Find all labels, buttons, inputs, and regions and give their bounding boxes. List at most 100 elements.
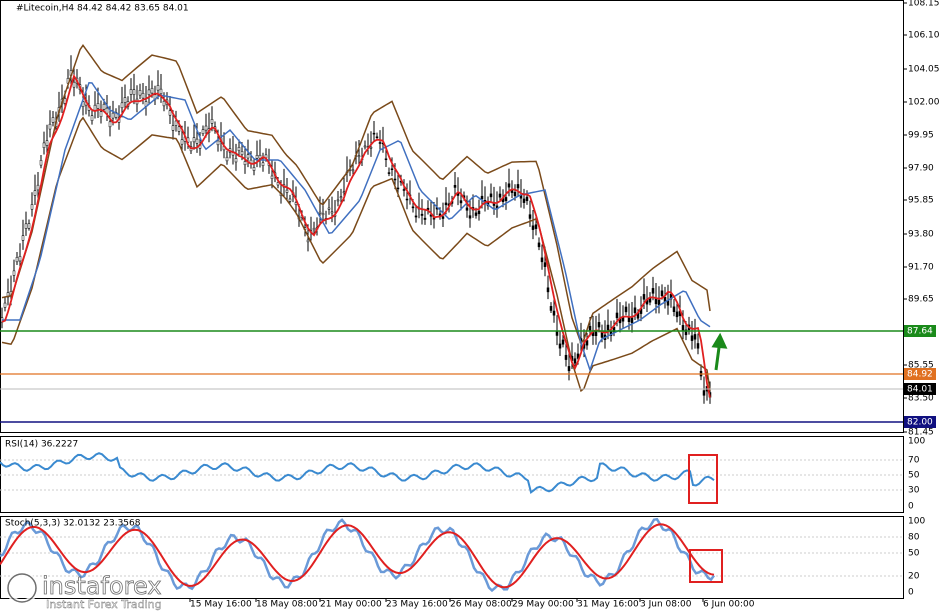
candle <box>99 111 103 118</box>
candle <box>336 199 340 202</box>
candle <box>18 256 22 262</box>
candle <box>588 325 592 332</box>
level-label: 82.00 <box>907 418 933 428</box>
candle <box>12 270 16 276</box>
candle <box>690 335 694 341</box>
candle <box>672 306 676 312</box>
candle <box>420 213 424 216</box>
candle <box>615 312 619 319</box>
time-label: 26 May 08:00 <box>450 600 512 610</box>
logo <box>7 573 37 603</box>
price-label: 91.70 <box>908 263 934 273</box>
candle <box>630 317 634 324</box>
candle <box>657 299 661 306</box>
candle <box>498 193 502 198</box>
candle <box>696 343 700 349</box>
candle <box>330 211 334 214</box>
rsi-label: 30 <box>908 486 920 496</box>
stoch-label: 80 <box>908 533 920 543</box>
candle <box>474 212 478 216</box>
time-label: 15 May 16:00 <box>190 600 252 610</box>
candle <box>507 183 511 188</box>
candle <box>564 354 568 360</box>
candle <box>90 115 94 121</box>
candle <box>39 160 43 166</box>
price-label: 95.85 <box>908 196 934 206</box>
candle <box>660 290 664 297</box>
candle <box>327 207 331 210</box>
candle <box>339 196 343 199</box>
time-label: 31 May 16:00 <box>577 600 639 610</box>
candle <box>480 195 484 200</box>
stoch-signal <box>0 523 715 589</box>
level-box <box>904 325 936 337</box>
candle <box>270 175 274 179</box>
candle <box>504 197 508 202</box>
candle <box>174 120 178 126</box>
candle <box>459 200 463 204</box>
candle <box>393 178 397 181</box>
time-label: 6 Jun 00:00 <box>703 600 755 610</box>
candle <box>243 161 247 166</box>
candle <box>312 227 316 231</box>
candle <box>93 104 97 111</box>
time-label: 18 May 08:00 <box>256 600 318 610</box>
candle <box>369 146 373 149</box>
candle <box>255 155 259 159</box>
price-axis: 108.15 106.10 104.05 102.00 99.95 97.90 95.85 9… <box>903 0 940 598</box>
price-label: 97.90 <box>908 164 934 174</box>
candle <box>555 330 559 336</box>
candle <box>558 343 562 349</box>
ma-fast <box>1 73 711 398</box>
candle <box>108 121 112 128</box>
candle <box>633 307 637 313</box>
rsi-label: 50 <box>908 471 920 481</box>
candle <box>156 85 160 91</box>
candle <box>120 102 124 109</box>
candle <box>444 202 448 206</box>
rsi-title: RSI(14) 36.2227 <box>5 440 78 450</box>
price-label: 83.50 <box>908 394 934 404</box>
candle <box>123 97 127 103</box>
stoch-plot <box>0 517 903 593</box>
candle <box>396 187 400 190</box>
candle <box>681 325 685 331</box>
rsi-label: 70 <box>908 456 920 466</box>
tagline: Instant Forex Trading <box>46 598 162 611</box>
arrow <box>711 332 728 371</box>
price-label: 93.80 <box>908 230 934 240</box>
ma-slow <box>2 82 711 373</box>
candle <box>654 298 658 305</box>
time-label: 23 May 16:00 <box>386 600 448 610</box>
band-lower <box>1 116 711 393</box>
candle <box>234 158 238 163</box>
candle <box>252 167 256 171</box>
candle <box>306 239 310 243</box>
rsi-label: 100 <box>908 437 925 447</box>
watermark: instaforex Instant Forex Trading <box>5 571 162 611</box>
candle <box>525 196 529 202</box>
candle <box>537 242 541 248</box>
rsi-plot <box>0 452 903 494</box>
level-label: 87.64 <box>907 327 933 337</box>
candle <box>540 257 544 263</box>
price-label: 102.00 <box>908 98 940 108</box>
candle <box>528 214 532 219</box>
candle <box>606 324 610 331</box>
candle <box>561 339 565 345</box>
price-label: 81.45 <box>908 428 934 438</box>
candle <box>534 224 538 229</box>
candle <box>180 139 184 145</box>
candle <box>3 302 7 308</box>
candle <box>111 112 115 119</box>
price-label: 104.05 <box>908 65 940 75</box>
candle <box>132 89 136 95</box>
candle <box>201 129 205 134</box>
candle <box>96 103 100 109</box>
level-box <box>904 416 936 428</box>
candle <box>375 136 379 139</box>
highlight-box <box>688 454 718 504</box>
candle <box>51 117 55 123</box>
time-label: 29 May 00:00 <box>512 600 574 610</box>
